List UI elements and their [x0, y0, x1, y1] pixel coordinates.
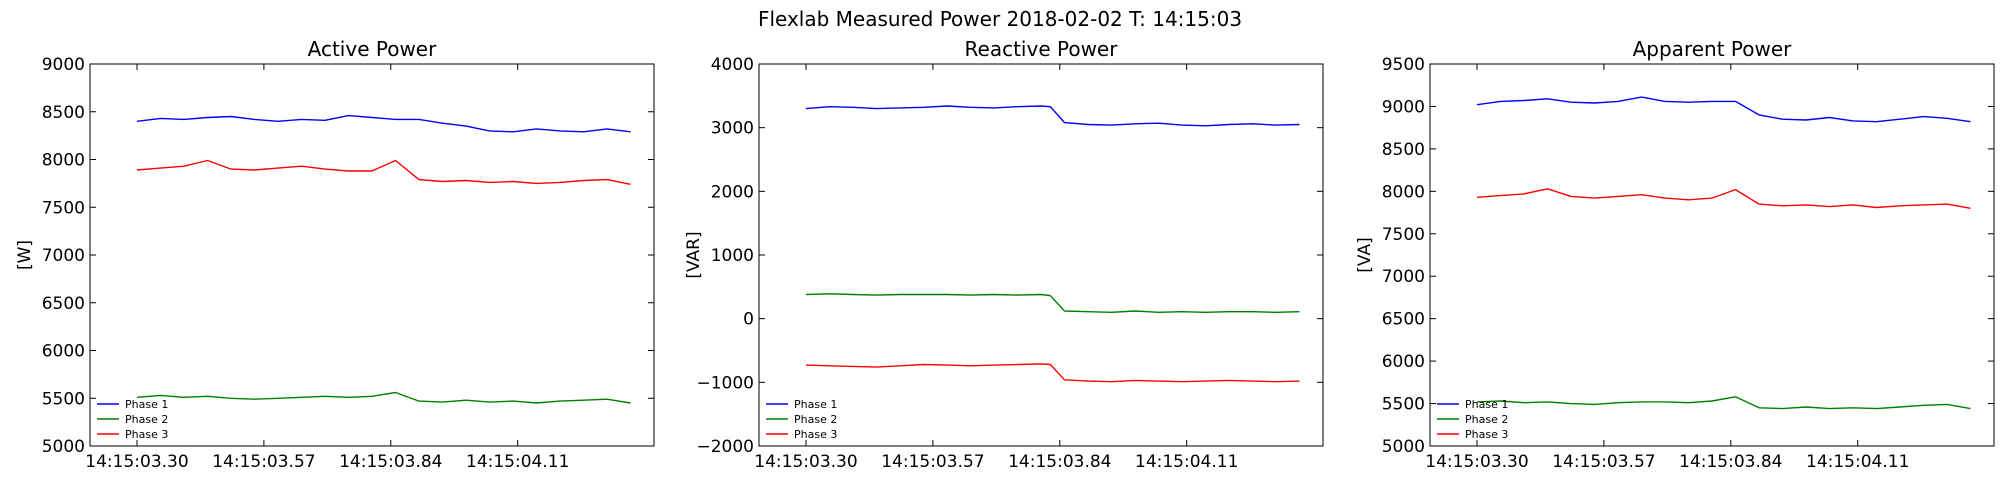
y-tick-label: 2000: [711, 182, 754, 202]
legend-label-phase-1: Phase 1: [1465, 398, 1508, 411]
legend: Phase 1 Phase 2 Phase 3: [766, 398, 837, 441]
y-axis-label: [W]: [15, 240, 35, 270]
figure-title: Flexlab Measured Power 2018-02-02 T: 14:…: [758, 7, 1242, 31]
legend-label-phase-3: Phase 3: [1465, 428, 1508, 441]
y-tick-label: 0: [743, 310, 754, 330]
series-line-phase-3: [136, 159, 631, 185]
panel-2: Reactive Power −2000 −1000 0 1000 2000 3000 400…: [684, 37, 1324, 472]
x-tick-label: 14:15:04.11: [1806, 452, 1909, 472]
y-tick-label: −2000: [696, 437, 754, 457]
legend: Phase 1 Phase 2 Phase 3: [1437, 398, 1508, 441]
legend-label-phase-2: Phase 2: [125, 413, 168, 426]
panel-title: Apparent Power: [1633, 37, 1793, 61]
x-tick-label: 14:15:03.84: [339, 452, 442, 472]
x-tick-label: 14:15:03.30: [1425, 452, 1528, 472]
legend-label-phase-2: Phase 2: [1465, 413, 1508, 426]
y-axis-label: [VAR]: [684, 231, 704, 278]
y-tick-label: 8000: [1382, 182, 1425, 202]
y-tick-label: −1000: [696, 373, 754, 393]
y-tick-label: 5500: [42, 389, 85, 409]
panel-title: Active Power: [308, 37, 437, 61]
legend-label-phase-1: Phase 1: [794, 398, 837, 411]
plot-frame: [1429, 63, 1995, 447]
plot-frame: [89, 63, 655, 447]
legend-label-phase-1: Phase 1: [125, 398, 168, 411]
legend: Phase 1 Phase 2 Phase 3: [97, 398, 168, 441]
y-tick-label: 6500: [42, 294, 85, 314]
y-tick-label: 5000: [42, 437, 85, 457]
panel-title: Reactive Power: [965, 37, 1119, 61]
x-tick-label: 14:15:03.30: [85, 452, 188, 472]
y-tick-label: 8500: [1382, 140, 1425, 160]
series-line-phase-1: [136, 114, 631, 133]
x-tick-label: 14:15:03.30: [754, 452, 857, 472]
y-tick-label: 6500: [1382, 310, 1425, 330]
y-tick-label: 3000: [711, 119, 754, 139]
legend-label-phase-2: Phase 2: [794, 413, 837, 426]
legend-label-phase-3: Phase 3: [794, 428, 837, 441]
legend-label-phase-3: Phase 3: [125, 428, 168, 441]
series-line-phase-1: [1476, 96, 1971, 123]
series-line-phase-2: [136, 391, 631, 404]
panel-1: Active Power 5000 5500 6000 6500 7000 7500 8000…: [15, 37, 655, 472]
y-tick-label: 7000: [1382, 267, 1425, 287]
y-tick-label: 5500: [1382, 395, 1425, 415]
y-tick-label: 6000: [42, 342, 85, 362]
y-tick-label: 4000: [711, 55, 754, 75]
y-tick-label: 6000: [1382, 352, 1425, 372]
x-tick-label: 14:15:03.84: [1679, 452, 1782, 472]
y-tick-label: 7500: [1382, 225, 1425, 245]
x-tick-label: 14:15:03.57: [1552, 452, 1655, 472]
y-axis-label: [VA]: [1355, 237, 1375, 272]
series-line-phase-3: [1476, 188, 1971, 209]
y-tick-label: 5000: [1382, 437, 1425, 457]
y-tick-label: 9500: [1382, 55, 1425, 75]
y-tick-label: 8000: [42, 151, 85, 171]
series-line-phase-2: [805, 293, 1300, 313]
y-tick-label: 8500: [42, 103, 85, 123]
plot-frame: [758, 63, 1324, 447]
x-tick-label: 14:15:03.84: [1008, 452, 1111, 472]
y-tick-label: 9000: [1382, 97, 1425, 117]
y-tick-label: 7000: [42, 246, 85, 266]
y-tick-label: 9000: [42, 55, 85, 75]
series-line-phase-1: [805, 105, 1300, 127]
series-line-phase-2: [1476, 396, 1971, 410]
y-tick-label: 7500: [42, 198, 85, 218]
series-line-phase-3: [805, 363, 1300, 383]
y-tick-label: 1000: [711, 246, 754, 266]
x-tick-label: 14:15:04.11: [466, 452, 569, 472]
x-tick-label: 14:15:03.57: [881, 452, 984, 472]
x-tick-label: 14:15:04.11: [1135, 452, 1238, 472]
x-tick-label: 14:15:03.57: [212, 452, 315, 472]
panel-3: Apparent Power 5000 5500 6000 6500 7000 7500 80…: [1355, 37, 1995, 472]
